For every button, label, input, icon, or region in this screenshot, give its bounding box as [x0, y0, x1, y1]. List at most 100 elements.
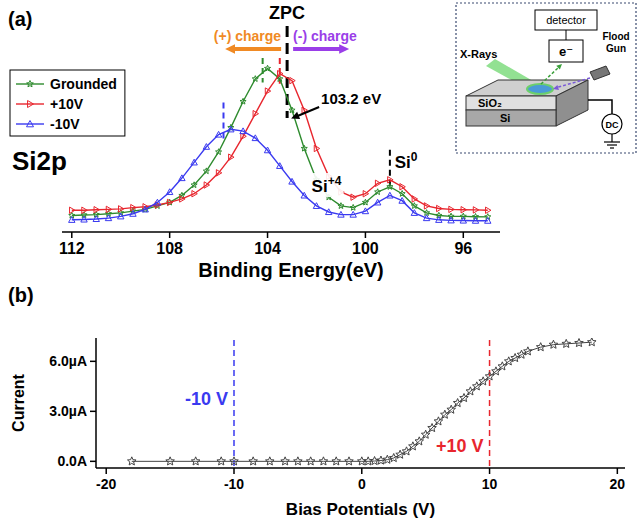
data-point [326, 209, 332, 215]
data-point [118, 206, 123, 212]
flood-gun [590, 66, 610, 80]
data-point [191, 182, 197, 188]
data-point [375, 189, 381, 195]
oxide-layer [466, 96, 556, 110]
data-point [473, 207, 478, 213]
beam-spot [527, 84, 553, 94]
data-point [249, 457, 258, 465]
plot-area [128, 338, 597, 465]
data-point [511, 354, 520, 362]
data-point [281, 457, 290, 465]
substrate-layer [466, 110, 556, 126]
data-point [105, 215, 111, 221]
data-point [350, 204, 356, 210]
data-point [485, 217, 491, 223]
inset-frame [456, 3, 636, 153]
legend-marker [27, 121, 34, 127]
series-line [132, 342, 592, 461]
data-point [191, 159, 197, 165]
reference-line [286, 26, 289, 118]
inset-label: detector [546, 14, 586, 26]
charge-arrow [229, 47, 281, 51]
data-point [479, 377, 488, 385]
tick [90, 361, 96, 363]
wire [588, 100, 612, 114]
data-point [131, 204, 136, 210]
data-point [524, 347, 533, 355]
tick [361, 468, 363, 474]
data-point [424, 203, 429, 209]
data-point [313, 203, 319, 209]
data-point [265, 65, 271, 71]
data-point [411, 203, 417, 209]
inset-label-line: Gun [606, 43, 626, 54]
legend-line [16, 83, 44, 84]
data-point [180, 196, 185, 202]
data-point [549, 340, 558, 348]
peak-label: Si0 [393, 149, 420, 173]
ground [604, 141, 620, 142]
axis-line [62, 231, 500, 233]
reference-label: -10 V [185, 389, 228, 409]
series-line [72, 74, 488, 211]
data-point [179, 175, 185, 181]
data-point [411, 210, 417, 216]
reference-line [222, 102, 224, 142]
tick-label: 6.0µA [49, 353, 87, 369]
data-point [400, 184, 405, 190]
data-point [377, 456, 386, 464]
data-point [428, 424, 437, 432]
legend-marker [27, 81, 34, 87]
data-point [294, 457, 303, 465]
data-point [485, 372, 494, 380]
data-point [166, 457, 175, 465]
tick [90, 461, 96, 463]
data-point [437, 205, 442, 211]
electron-box [549, 40, 583, 62]
reference-line [233, 340, 235, 468]
data-point [82, 207, 87, 213]
reference-label: +10 V [436, 436, 484, 456]
data-point [229, 154, 234, 160]
wire [611, 134, 612, 142]
tick-label: 0.0A [57, 453, 87, 469]
data-point [203, 144, 209, 150]
legend-label: -10V [50, 116, 80, 132]
tick-label: -10 [224, 476, 244, 492]
data-point [389, 454, 398, 462]
axis-title: Current [10, 373, 27, 431]
reference-line [489, 340, 491, 468]
data-point [191, 457, 200, 465]
charge-arrow-head [225, 44, 235, 54]
data-point [167, 199, 172, 205]
data-point [345, 457, 354, 465]
tick [267, 232, 269, 238]
tick [617, 468, 619, 474]
annotation-sup: +4 [328, 174, 342, 188]
data-point [423, 215, 429, 221]
emitted-electrons [541, 66, 560, 84]
data-point [350, 211, 356, 217]
label-patch [310, 173, 344, 197]
y-axis-line [95, 338, 97, 468]
data-point [409, 442, 418, 450]
legend-line [16, 103, 44, 104]
legend-label: Grounded [50, 76, 117, 92]
data-point [402, 447, 411, 455]
detector-box [535, 10, 597, 30]
inset-label: FloodGun [602, 31, 629, 54]
flood-electrons [555, 78, 590, 88]
inset-label: DC [606, 120, 619, 130]
data-point [517, 350, 526, 358]
data-point [461, 207, 466, 213]
data-point [314, 145, 319, 151]
data-point [460, 394, 469, 402]
data-point [338, 211, 344, 217]
charge-arrow-head [339, 44, 349, 54]
data-point [216, 170, 221, 176]
data-point [252, 135, 258, 141]
annotation: (-) charge [293, 28, 357, 44]
plot-area [69, 65, 491, 223]
chart-title: Si2p [12, 146, 67, 176]
panel-label: (b) [8, 284, 34, 306]
